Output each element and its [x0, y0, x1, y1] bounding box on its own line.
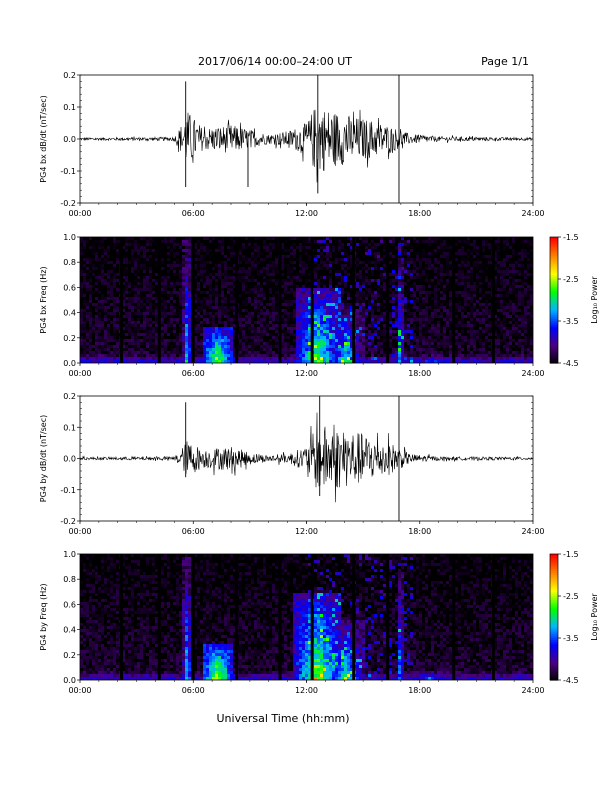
y-tick-label: 0.0	[63, 455, 76, 464]
data-gap-8	[386, 237, 390, 363]
x-tick-label: 00:00	[68, 686, 91, 695]
colorbar-tick-label: -1.5	[563, 233, 579, 242]
x-tick-label: 00:00	[68, 369, 91, 378]
x-tick-label: 06:00	[182, 369, 205, 378]
colorbar-tick-label: -3.5	[563, 634, 579, 643]
data-gap-5	[278, 554, 282, 680]
colorbar-label: Log₁₀ Power	[590, 276, 599, 324]
data-gap-2	[157, 237, 161, 363]
panel-3: 0.2 0.1 0.0 -0.1 -0.200:00 06:00 12:00 18:00 24:…	[39, 392, 545, 536]
y-tick-label: 0.8	[63, 575, 76, 584]
colorbar-tick-label: -2.5	[563, 275, 579, 284]
data-gap-2	[157, 554, 161, 680]
y-tick-label: 0.6	[63, 283, 76, 292]
y-tick-label: 0.0	[63, 359, 76, 368]
x-tick-label: 12:00	[295, 527, 318, 536]
data-gap-7	[352, 554, 356, 680]
colorbar-label: Log₁₀ Power	[590, 593, 599, 641]
y-tick-label: 1.0	[63, 233, 76, 242]
panel-4: -1.5 -2.5 -3.5 -4.5 Log₁₀ Power 1.0 0.8 0.6 0.4 0…	[39, 550, 599, 695]
y-tick-label: 0.4	[63, 309, 76, 318]
page-label: Page 1/1	[481, 55, 529, 68]
series-trace	[79, 109, 534, 183]
data-gap-8	[386, 554, 390, 680]
x-tick-label: 24:00	[521, 369, 544, 378]
x-tick-label: 06:00	[182, 686, 205, 695]
y-tick-label: 0.6	[63, 600, 76, 609]
x-tick-label: 00:00	[68, 527, 91, 536]
x-tick-label: 00:00	[68, 209, 91, 218]
data-gap-9	[452, 554, 456, 680]
data-gap-6	[310, 237, 314, 363]
y-tick-label: 0.0	[63, 676, 76, 685]
y-tick-label: 0.1	[63, 423, 76, 432]
y-tick-label: 0.2	[63, 392, 76, 401]
y-tick-label: 0.4	[63, 626, 76, 635]
data-gap-3	[191, 237, 195, 363]
spectrogram-cells	[80, 237, 533, 363]
y-tick-label: 0.0	[63, 135, 76, 144]
colorbar-tick-label: -3.5	[563, 317, 579, 326]
panel-1: 0.2 0.1 0.0 -0.1 -0.200:00 06:00 12:00 18:00 24:…	[39, 71, 545, 218]
x-tick-label: 24:00	[521, 686, 544, 695]
y-tick-label: -0.1	[60, 486, 76, 495]
data-gap-4	[235, 237, 239, 363]
colorbar-4: -1.5 -2.5 -3.5 -4.5 Log₁₀ Power	[549, 550, 599, 685]
data-gap-5	[278, 237, 282, 363]
x-axis-label: Universal Time (hh:mm)	[217, 712, 350, 725]
colorbar-tick-label: -4.5	[563, 359, 579, 368]
y-tick-label: -0.2	[60, 517, 76, 526]
data-gap-9	[452, 237, 456, 363]
y-tick-label: 0.2	[63, 334, 76, 343]
panel-2: -1.5 -2.5 -3.5 -4.5 Log₁₀ Power 1.0 0.8 0.6 0.4 0…	[39, 233, 599, 378]
spectrogram-cells	[80, 554, 533, 680]
date-title: 2017/06/14 00:00–24:00 UT	[198, 55, 352, 68]
x-tick-label: 06:00	[182, 209, 205, 218]
data-gap-10	[491, 237, 495, 363]
y-axis-label: PG4 bx dB/dt (nT/sec)	[39, 95, 48, 182]
data-gap-1	[120, 237, 124, 363]
x-tick-label: 12:00	[295, 686, 318, 695]
y-tick-label: 0.2	[63, 71, 76, 80]
colorbar-2: -1.5 -2.5 -3.5 -4.5 Log₁₀ Power	[549, 233, 599, 368]
x-tick-label: 12:00	[295, 369, 318, 378]
x-tick-label: 18:00	[408, 686, 431, 695]
x-tick-label: 12:00	[295, 209, 318, 218]
y-axis-label: PG4 by dB/dt (nT/sec)	[39, 415, 48, 502]
y-tick-label: 0.8	[63, 258, 76, 267]
panels: 0.20.10.0-0.1-0.200:00 06:00 12:00 18:00 24:…	[39, 71, 599, 695]
y-tick-label: 0.2	[63, 651, 76, 660]
y-tick-label: 0.1	[63, 103, 76, 112]
data-gap-4	[235, 554, 239, 680]
data-gap-1	[120, 554, 124, 680]
x-tick-label: 24:00	[521, 527, 544, 536]
x-tick-label: 18:00	[408, 527, 431, 536]
data-gap-3	[191, 554, 195, 680]
colorbar-tick-label: -1.5	[563, 550, 579, 559]
series-trace	[79, 412, 534, 503]
y-axis-label: PG4 bx Freq (Hz)	[39, 266, 48, 333]
data-gap-7	[352, 237, 356, 363]
data-gap-10	[491, 554, 495, 680]
colorbar-tick-label: -2.5	[563, 592, 579, 601]
data-gap-6	[310, 554, 314, 680]
x-tick-label: 18:00	[408, 209, 431, 218]
y-tick-label: 1.0	[63, 550, 76, 559]
x-tick-label: 18:00	[408, 369, 431, 378]
colorbar-tick-label: -4.5	[563, 676, 579, 685]
y-tick-label: -0.2	[60, 199, 76, 208]
y-axis-label: PG4 by Freq (Hz)	[39, 583, 48, 650]
y-tick-label: -0.1	[60, 167, 76, 176]
x-tick-label: 24:00	[521, 209, 544, 218]
x-tick-label: 06:00	[182, 527, 205, 536]
